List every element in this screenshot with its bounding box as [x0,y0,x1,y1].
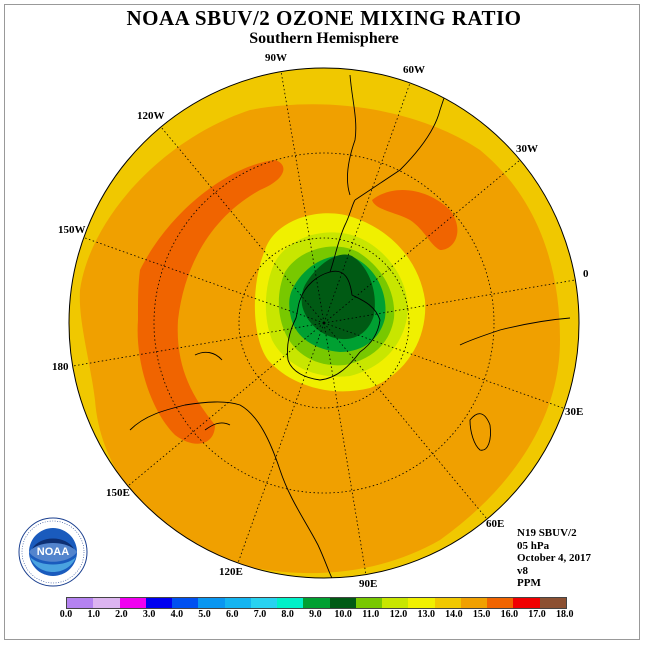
antarctic-peninsula [329,199,356,273]
lon-label-90e: 90E [359,578,377,590]
colorbar-tick-label: 1.0 [87,609,100,620]
logo-text: NOAA [37,546,69,558]
colorbar-tick-label: 16.0 [500,609,519,620]
colorbar-swatch [539,598,566,608]
colorbar-swatch [172,598,199,608]
colorbar-tick-label: 11.0 [362,609,380,620]
colorbar-swatch [303,598,330,608]
australia-coast [129,401,333,578]
colorbar-swatch [250,598,277,608]
graticule [72,70,576,576]
lon-label-120e: 120E [219,566,243,578]
colorbar-swatch [224,598,251,608]
colorbar-tick-label: 0.0 [59,609,73,620]
colorbar-tick-label: 10.0 [334,609,352,620]
colorbar-tick-label: 18.0 [556,609,574,620]
colorbar [66,597,567,609]
colorbar-swatch [382,598,409,608]
coastlines [129,71,571,578]
colorbar-swatch [329,598,356,608]
lon-label-0: 0 [583,268,589,280]
africa-coast [459,317,571,346]
chart-subtitle: Southern Hemisphere [249,30,399,47]
info-block: N19 SBUV/2 05 hPa October 4, 2017 v8 PPM [517,527,591,590]
colorbar-tick-label: 7.0 [253,609,267,620]
info-date: October 4, 2017 [517,552,592,564]
colorbar-tick-label: 14.0 [445,609,463,620]
lon-label-30e: 30E [565,406,583,418]
map-border [68,67,580,579]
lon-label-180: 180 [52,361,69,373]
colorbar-swatch [434,598,461,608]
colorbar-swatch [67,598,94,608]
colorbar-swatch [145,598,172,608]
colorbar-swatch [93,598,120,608]
new-zealand-coast [194,351,231,431]
colorbar-swatch [487,598,514,608]
colorbar-tick-label: 4.0 [170,609,184,620]
colorbar-tick-label: 9.0 [309,609,322,620]
contour-16-west [137,160,284,444]
info-units: PPM [517,577,541,589]
colorbar-tick-label: 5.0 [198,609,211,620]
lon-label-30w: 30W [516,143,538,155]
noaa-logo-icon: NOAA [18,517,88,587]
figure-frame [4,4,640,640]
colorbar-tick-label: 8.0 [281,609,294,620]
colorbar-tick-label: 17.0 [528,609,546,620]
colorbar-tick-label: 13.0 [417,609,435,620]
lon-label-60e: 60E [486,518,504,530]
colorbar-ticks: 0.0 1.0 2.0 3.0 4.0 5.0 6.0 7.0 8.0 9.0 10.0 11.0 12… [0,609,648,623]
lon-label-90w: 90W [265,52,287,64]
antarctica-coast [287,270,381,381]
colorbar-swatch [355,598,382,608]
colorbar-swatch [460,598,487,608]
colorbar-swatch [408,598,435,608]
madagascar-coast [469,413,491,451]
contour-16-east [372,189,458,250]
colorbar-swatch [119,598,146,608]
lon-label-150e: 150E [106,487,130,499]
info-level: 05 hPa [517,539,550,552]
colorbar-tick-label: 15.0 [472,609,491,620]
info-satellite: N19 SBUV/2 [517,527,577,539]
lon-label-120w: 120W [137,110,165,122]
colorbar-swatch [277,598,304,608]
colorbar-tick-label: 2.0 [115,609,128,620]
colorbar-tick-label: 12.0 [389,609,408,620]
info-version: v8 [517,564,528,577]
colorbar-tick-label: 3.0 [142,609,156,620]
lon-label-150w: 150W [58,224,86,236]
colorbar-tick-label: 6.0 [226,609,239,620]
colorbar-swatch [513,598,540,608]
colorbar-swatch [198,598,225,608]
lon-label-60w: 60W [403,64,425,76]
chart-title: NOAA SBUV/2 OZONE MIXING RATIO [126,6,522,30]
